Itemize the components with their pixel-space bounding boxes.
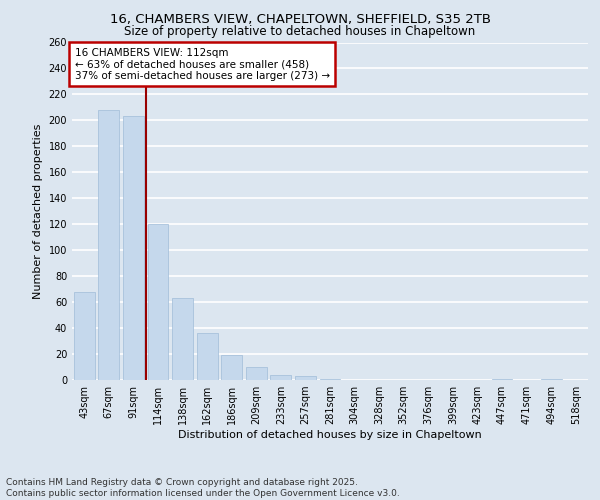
Text: Size of property relative to detached houses in Chapeltown: Size of property relative to detached ho… (124, 25, 476, 38)
Bar (221, 356, 242, 380)
Bar (541, 378, 562, 380)
Bar (98, 110, 119, 380)
Bar (271, 375, 292, 380)
Bar (74, 292, 95, 380)
Text: 16 CHAMBERS VIEW: 112sqm
← 63% of detached houses are smaller (458)
37% of semi-: 16 CHAMBERS VIEW: 112sqm ← 63% of detach… (74, 48, 330, 81)
Bar (320, 378, 340, 380)
Bar (295, 376, 316, 380)
Bar (123, 116, 144, 380)
Bar (148, 224, 169, 380)
Bar (172, 298, 193, 380)
Bar (197, 334, 218, 380)
Bar (491, 378, 512, 380)
Text: 16, CHAMBERS VIEW, CHAPELTOWN, SHEFFIELD, S35 2TB: 16, CHAMBERS VIEW, CHAPELTOWN, SHEFFIELD… (110, 12, 491, 26)
Y-axis label: Number of detached properties: Number of detached properties (33, 124, 43, 299)
Text: Contains HM Land Registry data © Crown copyright and database right 2025.
Contai: Contains HM Land Registry data © Crown c… (6, 478, 400, 498)
Bar (246, 367, 267, 380)
X-axis label: Distribution of detached houses by size in Chapeltown: Distribution of detached houses by size … (178, 430, 482, 440)
